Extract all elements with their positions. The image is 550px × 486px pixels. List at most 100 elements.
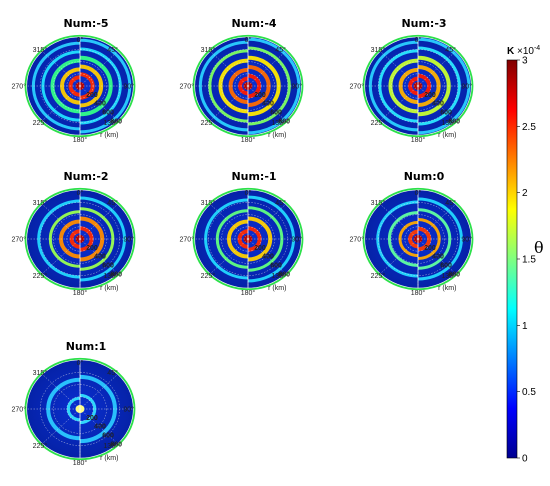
grid-spoke xyxy=(380,85,419,121)
angle-tick-label: 270° xyxy=(12,83,27,91)
ring-left xyxy=(398,67,419,105)
radial-tick-label: 200 xyxy=(86,92,98,99)
outer-rim xyxy=(362,187,474,291)
angle-tick-label: 270° xyxy=(350,236,365,244)
angle-tick-label: 180° xyxy=(241,289,256,297)
angle-tick-label: 90° xyxy=(461,83,472,91)
ring-left xyxy=(37,199,81,279)
ring-right xyxy=(79,374,117,444)
ring-right xyxy=(247,46,291,126)
angle-tick-label: 315° xyxy=(33,199,48,207)
radial-tick-label: 400 xyxy=(94,101,106,108)
angle-tick-label: 90° xyxy=(291,236,302,244)
radial-tick-label: 400 xyxy=(432,254,444,261)
grid-spoke xyxy=(79,51,118,87)
polar-panel: Num:-4 0° 45° 90° 135° 180° 225° 270° 315° 200 400… xyxy=(180,17,304,144)
angle-tick-label: 0° xyxy=(77,359,84,367)
radial-tick-label: 200 xyxy=(254,92,266,99)
outer-rim xyxy=(362,34,474,138)
grid-spoke xyxy=(210,51,249,87)
angle-tick-label: 135° xyxy=(441,119,456,127)
grid-spoke xyxy=(247,85,286,121)
ring-right xyxy=(79,38,132,134)
radial-tick-label: 200 xyxy=(86,245,98,252)
outer-rim xyxy=(24,357,136,461)
grid-spoke xyxy=(380,204,419,240)
radial-tick-label: 400 xyxy=(432,101,444,108)
radial-tick-label: 800 xyxy=(278,118,290,125)
angle-tick-label: 45° xyxy=(107,46,118,54)
angle-tick-label: 135° xyxy=(271,272,286,280)
angle-tick-label: 0° xyxy=(415,189,422,197)
angle-tick-label: 45° xyxy=(107,369,118,377)
radial-tick-label: 400 xyxy=(262,254,274,261)
ring-right xyxy=(79,207,115,271)
angle-tick-label: 90° xyxy=(123,406,134,414)
grid-spoke xyxy=(42,204,81,240)
ring-right xyxy=(417,64,441,108)
ring-left xyxy=(31,41,81,131)
angle-tick-label: 270° xyxy=(12,236,27,244)
ring-left xyxy=(398,220,419,258)
ring-right xyxy=(247,64,271,108)
angle-tick-label: 90° xyxy=(291,83,302,91)
outer-rim xyxy=(192,187,304,291)
colorbar-tick-label: 1.5 xyxy=(522,255,536,266)
colorbar-multiplier: ×10-4 xyxy=(517,45,540,57)
angle-tick-label: 0° xyxy=(245,36,252,44)
ring-left xyxy=(238,76,249,96)
radial-tick-label: 800 xyxy=(448,118,460,125)
angle-tick-label: 135° xyxy=(103,119,118,127)
panel-title: Num:-4 xyxy=(231,17,276,30)
angle-tick-label: 270° xyxy=(180,236,195,244)
ring-left xyxy=(48,210,81,268)
radial-tick-label: 600 xyxy=(440,110,452,117)
angle-tick-label: 45° xyxy=(275,46,286,54)
radial-tick-label: 600 xyxy=(270,263,282,270)
grid-spoke xyxy=(42,374,81,410)
radial-tick-label: 200 xyxy=(86,415,98,422)
grid-spoke xyxy=(247,51,286,87)
colorbar-tick-label: 0.5 xyxy=(522,387,536,398)
radial-axis-label: r (km) xyxy=(100,285,118,292)
grid-spoke xyxy=(417,85,456,121)
ring-left xyxy=(46,377,81,441)
radial-axis-label: r (km) xyxy=(268,132,286,139)
ring-left xyxy=(208,49,249,123)
panel-title: Num:0 xyxy=(404,170,445,183)
angle-tick-label: 315° xyxy=(371,199,386,207)
radial-tick-label: 200 xyxy=(254,245,266,252)
ring-left xyxy=(408,76,419,96)
grid-spoke xyxy=(247,204,286,240)
angle-tick-label: 315° xyxy=(201,199,216,207)
angle-tick-label: 225° xyxy=(33,119,48,127)
radial-tick-label: 800 xyxy=(448,271,460,278)
colorbar-tick-label: 3 xyxy=(522,56,528,67)
panels-group: Num:-5 0° 45° 90° 135° 180° 225° 270° 315° 200 400… xyxy=(12,17,474,467)
panel-title: Num:-1 xyxy=(231,170,276,183)
colorbar-tick-label: 2.5 xyxy=(522,122,536,133)
angle-tick-label: 135° xyxy=(103,272,118,280)
grid-spoke xyxy=(417,238,456,274)
angle-tick-label: 180° xyxy=(411,289,426,297)
colorbar-ticks: 0 0.5 1 1.5 2 2.5 3 xyxy=(517,56,536,465)
angle-tick-label: 45° xyxy=(445,199,456,207)
radial-tick-label: 600 xyxy=(102,110,114,117)
colorbar-tick-label: 0 xyxy=(522,454,528,465)
ring-right xyxy=(247,73,262,99)
angle-tick-label: 0° xyxy=(77,36,84,44)
panel-title: Num:1 xyxy=(66,340,107,353)
radial-tick-label: 800 xyxy=(110,118,122,125)
ring-left xyxy=(237,229,249,249)
radial-tick-label: 400 xyxy=(262,101,274,108)
angle-tick-label: 180° xyxy=(73,289,88,297)
radial-axis-label: r (km) xyxy=(438,285,456,292)
angle-tick-label: 180° xyxy=(73,136,88,144)
ring-left xyxy=(60,67,81,105)
angle-tick-label: 45° xyxy=(107,199,118,207)
radial-tick-label: 200 xyxy=(424,92,436,99)
radial-axis-label: r (km) xyxy=(438,132,456,139)
ring-right xyxy=(417,226,432,252)
ring-right xyxy=(417,37,471,135)
